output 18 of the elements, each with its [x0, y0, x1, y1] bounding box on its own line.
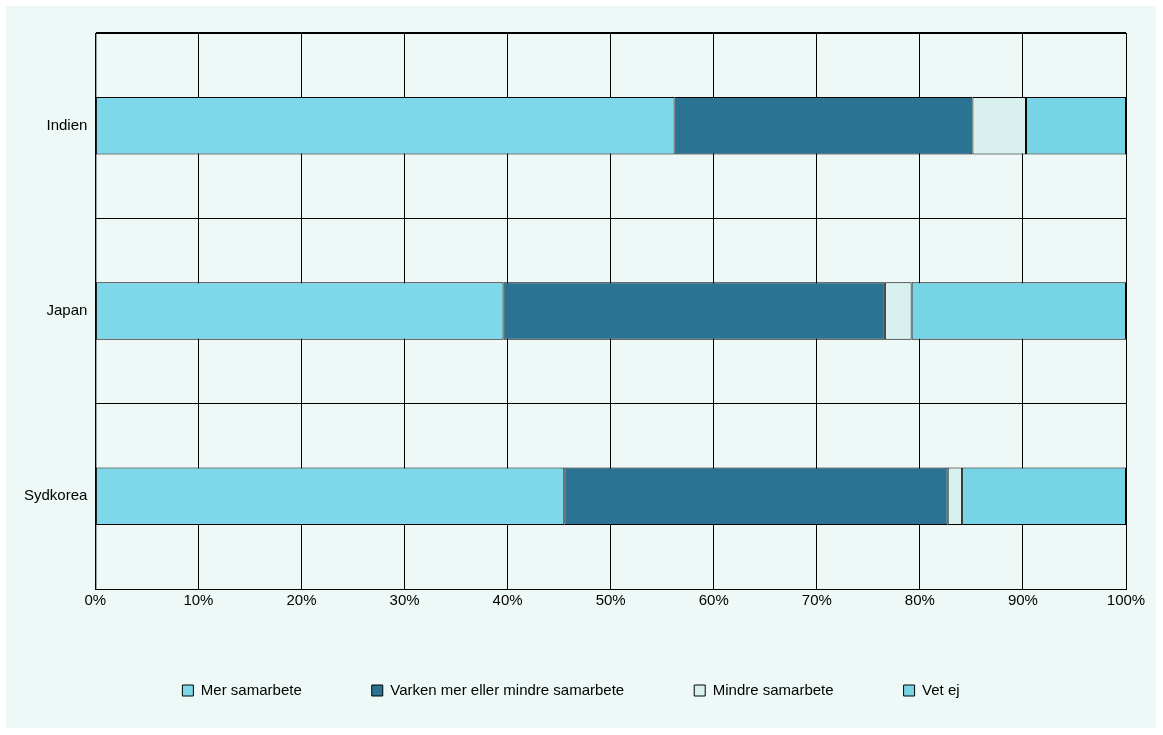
y-tick-label: Sydkorea	[23, 486, 89, 504]
x-tick-label: 60%	[698, 591, 729, 609]
x-tick-label: 20%	[286, 591, 317, 609]
legend-label: Mindre samarbete	[712, 680, 834, 698]
x-tick-label: 80%	[904, 591, 935, 609]
x-tick-label: 90%	[1007, 591, 1038, 609]
x-tick-label: 40%	[492, 591, 523, 609]
x-tick-label: 0%	[84, 591, 107, 609]
x-tick-label: 70%	[801, 591, 832, 609]
x-tick-label: 10%	[183, 591, 214, 609]
x-tick-label: 100%	[1106, 591, 1146, 609]
y-tick-label: Japan	[46, 301, 88, 319]
legend-label: Varken mer eller mindre samarbete	[390, 680, 625, 698]
x-tick-label: 30%	[389, 591, 420, 609]
y-tick-label: Indien	[46, 115, 88, 133]
legend-label: Vet ej	[922, 680, 960, 698]
legend-label: Mer samarbete	[200, 680, 302, 698]
x-tick-label: 50%	[595, 591, 626, 609]
